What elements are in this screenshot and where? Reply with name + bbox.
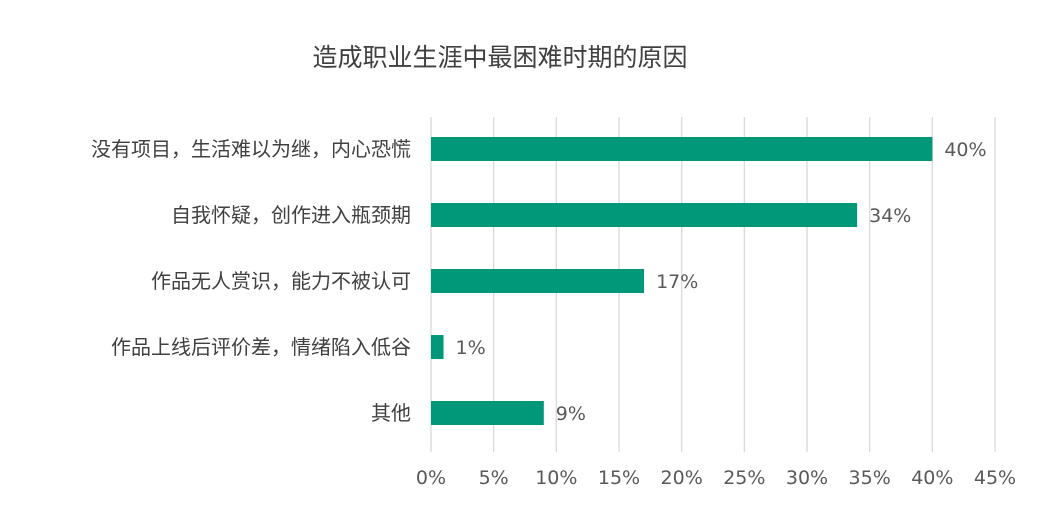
bar <box>431 335 444 359</box>
x-tick-label: 5% <box>479 467 509 489</box>
bar <box>431 137 933 161</box>
x-tick-label: 40% <box>911 467 953 489</box>
x-tick-label: 0% <box>416 467 446 489</box>
bar <box>431 401 544 425</box>
category-label: 没有项目，生活难以为继，内心恐慌 <box>91 137 411 161</box>
x-tick-label: 30% <box>786 467 828 489</box>
category-label: 作品无人赏识，能力不被认可 <box>151 269 411 293</box>
data-label: 1% <box>456 337 486 359</box>
x-tick-label: 15% <box>598 467 640 489</box>
data-label: 17% <box>656 271 698 293</box>
data-label: 40% <box>944 139 986 161</box>
x-tick-label: 25% <box>723 467 765 489</box>
data-label: 34% <box>869 205 911 227</box>
x-tick-label: 20% <box>661 467 703 489</box>
x-tick-label: 45% <box>974 467 1016 489</box>
category-label: 其他 <box>371 401 411 425</box>
chart-title: 造成职业生涯中最困难时期的原因 <box>312 43 688 72</box>
x-tick-label: 35% <box>849 467 891 489</box>
category-label: 作品上线后评价差，情绪陷入低谷 <box>111 335 411 359</box>
bar <box>431 269 645 293</box>
data-label: 9% <box>556 403 586 425</box>
category-label: 自我怀疑，创作进入瓶颈期 <box>171 203 411 227</box>
bar <box>431 203 858 227</box>
x-tick-label: 10% <box>535 467 577 489</box>
